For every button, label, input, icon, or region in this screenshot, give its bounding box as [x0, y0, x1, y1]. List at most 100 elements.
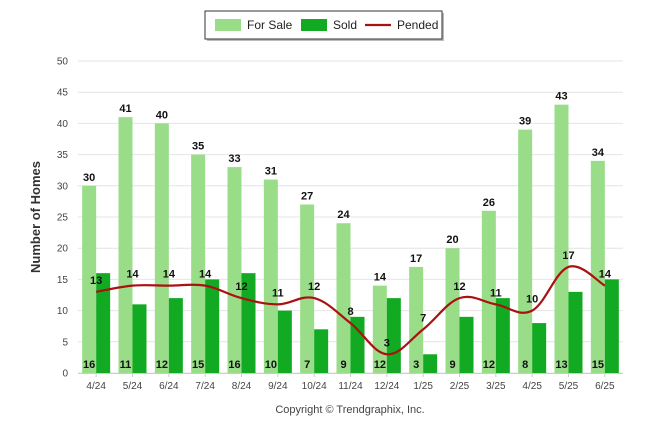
data-label-for-sale: 17 [410, 253, 422, 265]
bar-layer [82, 104, 619, 374]
bar-sold [495, 298, 510, 373]
y-tick-label: 15 [57, 275, 69, 286]
bar-for-sale [118, 117, 133, 373]
data-label-pended: 13 [90, 275, 102, 287]
data-label-pended: 12 [235, 281, 247, 293]
x-tick-label: 6/24 [159, 381, 179, 392]
data-label-sold: 16 [228, 359, 240, 371]
data-label-for-sale: 33 [228, 153, 240, 165]
data-label-pended: 11 [490, 287, 502, 299]
data-label-pended: 10 [526, 294, 538, 306]
bar-sold [532, 323, 547, 373]
y-tick-label: 50 [57, 57, 69, 68]
data-label-for-sale: 41 [119, 103, 131, 115]
data-label-pended: 11 [272, 287, 284, 299]
bar-for-sale [409, 266, 424, 373]
data-label-sold: 10 [265, 359, 277, 371]
data-label-pended: 14 [126, 269, 139, 281]
data-label-pended: 12 [453, 281, 465, 293]
data-label-pended: 3 [384, 337, 390, 349]
bar-sold [459, 316, 474, 373]
y-tick-label: 40 [57, 119, 69, 130]
y-tick-label: 10 [57, 306, 69, 317]
data-label-for-sale: 24 [337, 209, 350, 221]
y-axis-title: Number of Homes [28, 161, 43, 273]
data-label-sold: 12 [483, 359, 495, 371]
line-layer [95, 265, 606, 356]
bar-sold [568, 291, 583, 373]
data-label-sold: 9 [340, 359, 346, 371]
bar-for-sale [481, 210, 496, 373]
data-label-pended: 17 [562, 250, 574, 262]
x-tick-label: 5/24 [123, 381, 143, 392]
data-label-pended: 8 [347, 306, 353, 318]
bar-for-sale [263, 179, 278, 373]
legend-swatch-sold [301, 19, 327, 31]
line-pended [95, 265, 606, 356]
legend-label: For Sale [247, 18, 293, 32]
data-label-pended: 14 [163, 269, 176, 281]
legend-label: Pended [397, 18, 438, 32]
data-label-for-sale: 27 [301, 191, 313, 203]
legend: For Sale Sold Pended [204, 10, 444, 41]
data-label-for-sale: 26 [483, 197, 495, 209]
bar-for-sale [518, 129, 533, 373]
bar-for-sale [336, 223, 351, 373]
bar-for-sale [300, 204, 315, 373]
x-tick-label: 7/24 [195, 381, 215, 392]
copyright-text: Copyright © Trendgraphix, Inc. [275, 404, 424, 416]
data-label-pended: 12 [308, 281, 320, 293]
data-label-sold: 15 [192, 359, 204, 371]
y-tick-label: 5 [62, 337, 68, 348]
data-label-for-sale: 31 [265, 166, 277, 178]
y-tick-label: 45 [57, 88, 69, 99]
x-tick-label: 5/25 [559, 381, 579, 392]
data-label-for-sale: 35 [192, 141, 204, 153]
x-tick-label: 4/24 [86, 381, 106, 392]
y-tick-label: 0 [62, 369, 68, 380]
data-label-for-sale: 30 [83, 172, 95, 184]
bar-sold [314, 329, 329, 373]
data-label-pended: 14 [199, 269, 212, 281]
bar-for-sale [154, 123, 169, 374]
data-label-sold: 7 [304, 359, 310, 371]
data-label-sold: 13 [555, 359, 567, 371]
data-label-sold: 16 [83, 359, 95, 371]
x-tick-label: 9/24 [268, 381, 288, 392]
data-label-pended: 7 [420, 312, 426, 324]
data-label-for-sale: 40 [156, 109, 168, 121]
legend-label: Sold [333, 18, 357, 32]
x-tick-label: 11/24 [338, 381, 363, 392]
x-tick-label: 12/24 [374, 381, 399, 392]
data-label-for-sale: 14 [374, 272, 387, 284]
x-tick-label: 3/25 [486, 381, 506, 392]
x-tick-label: 6/25 [595, 381, 615, 392]
bar-for-sale [82, 185, 97, 373]
bar-sold [168, 298, 183, 373]
y-tick-label: 35 [57, 150, 69, 161]
data-label-sold: 15 [592, 359, 604, 371]
x-tick-label: 10/24 [302, 381, 327, 392]
bar-for-sale [590, 160, 605, 373]
x-tick-label: 1/25 [413, 381, 433, 392]
bar-sold [277, 310, 292, 373]
legend-swatch-for-sale [215, 19, 241, 31]
data-label-sold: 12 [374, 359, 386, 371]
bar-sold [386, 298, 401, 373]
bar-for-sale [445, 248, 460, 373]
bar-for-sale [191, 154, 206, 373]
data-label-for-sale: 43 [555, 91, 567, 103]
bar-sold [96, 273, 111, 373]
data-label-for-sale: 20 [446, 234, 458, 246]
data-label-sold: 12 [156, 359, 168, 371]
bar-sold [350, 316, 365, 373]
bar-sold [604, 279, 619, 373]
y-tick-label: 20 [57, 244, 69, 255]
bar-for-sale [227, 167, 242, 373]
bar-for-sale [554, 104, 569, 374]
bar-sold [423, 354, 438, 373]
y-tick-label: 30 [57, 181, 69, 192]
data-label-pended: 14 [599, 269, 612, 281]
data-label-sold: 3 [413, 359, 419, 371]
x-tick-label: 4/25 [522, 381, 542, 392]
